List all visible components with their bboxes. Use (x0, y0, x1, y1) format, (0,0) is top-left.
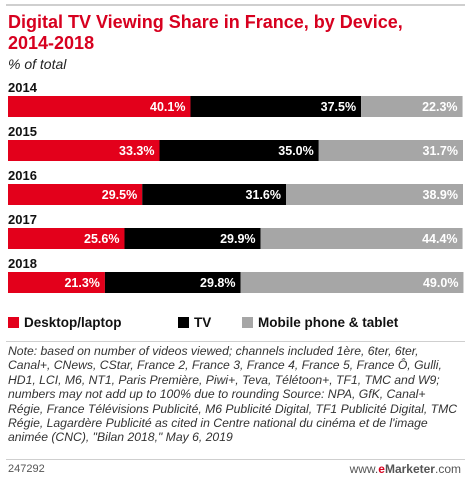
value-label-desktop-2016: 29.5% (102, 188, 137, 202)
value-label-mobile-2018: 49.0% (423, 276, 458, 290)
value-label-desktop-2018: 21.3% (64, 276, 99, 290)
year-label-2015: 2015 (8, 124, 37, 139)
bar-tv-2018 (104, 272, 241, 293)
bar-tv-2016 (142, 184, 286, 205)
note-divider (6, 341, 465, 342)
bar-mobile-2016 (286, 184, 463, 205)
bar-desktop-2016 (8, 184, 143, 205)
legend-swatch-tv (178, 317, 189, 328)
footer-divider (6, 459, 465, 460)
chart-title: Digital TV Viewing Share in France, by D… (8, 12, 403, 53)
legend-swatch-mobile (242, 317, 253, 328)
value-label-tv-2018: 29.8% (200, 276, 235, 290)
stacked-bar-chart: 2014 40.1% 37.5% 22.3% 2015 33.3% 35.0% 31.7% 20… (8, 80, 464, 293)
value-label-tv-2015: 35.0% (278, 144, 313, 158)
legend-label-tv: TV (194, 315, 212, 330)
brand-e: e (378, 462, 385, 476)
year-label-2014: 2014 (8, 80, 38, 95)
legend-label-mobile: Mobile phone & tablet (258, 315, 399, 330)
value-label-desktop-2014: 40.1% (150, 100, 185, 114)
top-divider (6, 4, 465, 6)
bar-desktop-2017 (8, 228, 125, 249)
year-label-2017: 2017 (8, 212, 37, 227)
bar-tv-2015 (159, 140, 319, 161)
value-label-desktop-2017: 25.6% (84, 232, 119, 246)
value-label-tv-2016: 31.6% (246, 188, 281, 202)
bar-mobile-2018 (240, 272, 464, 293)
legend-label-desktop: Desktop/laptop (24, 315, 122, 330)
legend-item-tv: TV (178, 315, 211, 330)
bar-mobile-2015 (318, 140, 463, 161)
brand-suffix: .com (434, 462, 461, 476)
year-label-2018: 2018 (8, 256, 37, 271)
bar-desktop-2014 (8, 96, 191, 117)
legend-item-mobile: Mobile phone & tablet (242, 315, 398, 330)
value-label-mobile-2017: 44.4% (422, 232, 457, 246)
legend-item-desktop: Desktop/laptop (8, 315, 122, 330)
note-and-source: Note: based on number of videos viewed; … (8, 344, 458, 445)
bar-desktop-2015 (8, 140, 160, 161)
chart-subtitle: % of total (8, 56, 67, 72)
bar-mobile-2014 (361, 96, 463, 117)
value-label-mobile-2015: 31.7% (423, 144, 458, 158)
value-label-desktop-2015: 33.3% (119, 144, 154, 158)
bar-mobile-2017 (260, 228, 463, 249)
bar-desktop-2018 (8, 272, 105, 293)
chart-id: 247292 (8, 463, 45, 475)
legend-swatch-desktop (8, 317, 19, 328)
value-label-mobile-2014: 22.3% (422, 100, 457, 114)
brand-name: Marketer (384, 462, 435, 476)
value-label-tv-2014: 37.5% (321, 100, 356, 114)
bar-tv-2014 (190, 96, 362, 117)
year-label-2016: 2016 (8, 168, 37, 183)
brand-prefix: www. (349, 462, 379, 476)
bar-tv-2017 (124, 228, 261, 249)
brand-url[interactable]: www.eMarketer.com (350, 462, 461, 476)
value-label-tv-2017: 29.9% (220, 232, 255, 246)
value-label-mobile-2016: 38.9% (423, 188, 458, 202)
